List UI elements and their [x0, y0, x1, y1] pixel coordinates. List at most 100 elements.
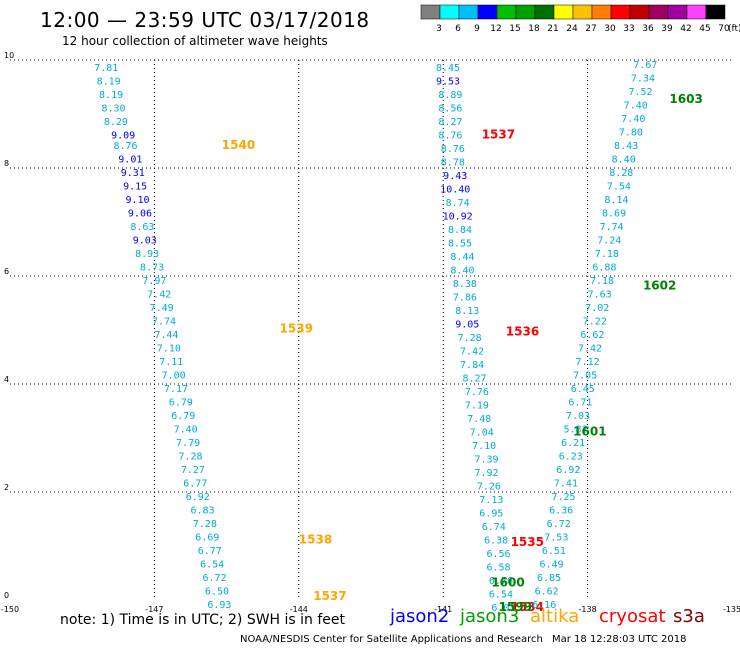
page-subtitle: 12 hour collection of altimeter wave hei… — [62, 34, 328, 48]
data-point-jason3: 7.05 — [573, 371, 597, 382]
pass-label-jason3: 1602 — [643, 279, 676, 293]
data-point-cryosat: 8.13 — [455, 306, 479, 317]
data-point-altika: 9.09 — [111, 130, 135, 141]
data-point-altika: 6.54 — [200, 560, 224, 571]
scale-label: 39 — [661, 24, 673, 34]
data-point-jason3: 6.88 — [592, 263, 616, 274]
scale-swatch — [705, 4, 726, 20]
data-point-cryosat: 8.84 — [448, 225, 472, 236]
data-point-cryosat: 7.28 — [458, 333, 482, 344]
data-point-cryosat: 7.84 — [460, 360, 484, 371]
data-point-jason3: 6.92 — [556, 465, 580, 476]
scale-label: 27 — [585, 24, 596, 34]
scale-label: 18 — [528, 24, 540, 34]
data-point-jason3: 6.21 — [561, 438, 585, 449]
data-point-cryosat: 6.54 — [489, 589, 513, 600]
data-point-cryosat: 8.74 — [446, 198, 470, 209]
scale-label: 36 — [642, 24, 654, 34]
scale-label: 21 — [547, 24, 558, 34]
data-point-altika: 7.40 — [174, 425, 198, 436]
data-point-altika: 8.30 — [101, 103, 125, 114]
data-point-jason3: 7.18 — [590, 276, 614, 287]
data-point-cryosat: 6.03 — [491, 603, 515, 614]
data-point-cryosat: 7.42 — [460, 346, 484, 357]
pass-label-cryosat: 1534 — [511, 600, 544, 614]
data-point-cryosat: 7.10 — [472, 441, 496, 452]
pass-label-jason3: 1599 — [499, 600, 532, 614]
data-point-cryosat: 6.76 — [489, 576, 513, 587]
data-point-altika: 9.06 — [128, 209, 152, 220]
legend-cryosat: cryosat — [599, 606, 666, 627]
data-point-cryosat: 7.48 — [467, 414, 491, 425]
data-point-altika: 6.72 — [203, 573, 227, 584]
data-point-cryosat: 8.56 — [438, 103, 462, 114]
data-point-altika: 9.10 — [126, 195, 150, 206]
scale-unit: (ft) — [728, 24, 740, 34]
data-point-altika: 7.74 — [152, 317, 176, 328]
data-point-cryosat: 6.56 — [487, 549, 511, 560]
legend-altika: altika — [530, 606, 580, 627]
data-point-altika: 7.00 — [162, 371, 186, 382]
data-point-altika: 8.29 — [104, 117, 128, 128]
data-point-cryosat: 8.78 — [441, 157, 465, 168]
scale-label: 42 — [680, 24, 691, 34]
data-point-jason3: 7.54 — [607, 182, 631, 193]
scale-label: 33 — [623, 24, 634, 34]
data-point-jason3: 8.43 — [614, 141, 638, 152]
data-point-cryosat: 6.38 — [484, 535, 508, 546]
data-point-altika: 8.19 — [97, 76, 121, 87]
data-point-jason3: 6.85 — [537, 573, 561, 584]
x-tick-label: -150 — [1, 605, 19, 614]
data-point-cryosat: 8.45 — [436, 63, 460, 74]
data-point-jason3: 8.69 — [602, 209, 626, 220]
data-point-cryosat: 7.19 — [465, 400, 489, 411]
footer-credit: NOAA/NESDIS Center for Satellite Applica… — [240, 634, 543, 645]
pass-label-altika: 1537 — [313, 589, 346, 603]
legend-jason3: jason3 — [460, 606, 520, 627]
data-point-jason3: 6.62 — [535, 587, 559, 598]
data-point-jason3: 7.40 — [621, 114, 645, 125]
data-point-jason3: 7.03 — [566, 411, 590, 422]
data-point-cryosat: 8.27 — [462, 373, 486, 384]
data-point-altika: 7.27 — [181, 465, 205, 476]
data-point-altika: 8.19 — [99, 90, 123, 101]
data-point-cryosat: 7.13 — [479, 495, 503, 506]
data-point-cryosat: 8.76 — [438, 130, 462, 141]
legend-s3a: s3a — [673, 606, 705, 627]
pass-label-jason3: 1603 — [669, 92, 702, 106]
x-tick-label: -138 — [579, 605, 597, 614]
data-point-cryosat: 8.44 — [450, 252, 474, 263]
scale-label: 30 — [604, 24, 616, 34]
data-point-cryosat: 8.89 — [438, 90, 462, 101]
footer-timestamp: Mar 18 12:28:03 UTC 2018 — [552, 634, 687, 645]
data-point-altika: 6.77 — [198, 546, 222, 557]
data-point-cryosat: 7.86 — [453, 292, 477, 303]
data-point-altika: 7.49 — [150, 303, 174, 314]
data-point-cryosat: 8.55 — [448, 238, 472, 249]
data-point-cryosat: 7.92 — [474, 468, 498, 479]
data-point-jason3: 7.18 — [595, 249, 619, 260]
data-point-jason3: 7.24 — [597, 236, 621, 247]
data-point-jason3: 7.42 — [578, 344, 602, 355]
data-point-jason3: 8.14 — [604, 195, 628, 206]
page-title: 12:00 — 23:59 UTC 03/17/2018 — [40, 8, 370, 32]
pass-label-altika: 1540 — [222, 138, 255, 152]
data-point-altika: 7.10 — [157, 344, 181, 355]
data-point-jason3: 6.23 — [559, 452, 583, 463]
data-point-altika: 7.97 — [142, 276, 166, 287]
data-point-jason3: 7.22 — [583, 317, 607, 328]
data-point-cryosat: 9.53 — [436, 76, 460, 87]
pass-label-cryosat: 1535 — [511, 535, 544, 549]
data-point-altika: 6.93 — [207, 600, 231, 611]
data-point-jason3: 7.34 — [631, 74, 655, 85]
data-point-altika: 7.28 — [178, 452, 202, 463]
scale-label: 3 — [436, 24, 442, 34]
legend-jason2: jason2 — [390, 606, 450, 627]
data-point-altika: 9.01 — [118, 155, 142, 166]
y-tick-label: 10 — [4, 51, 14, 60]
y-tick-label: 0 — [4, 591, 9, 600]
data-point-jason3: 6.62 — [580, 330, 604, 341]
data-point-jason3: 6.51 — [542, 546, 566, 557]
